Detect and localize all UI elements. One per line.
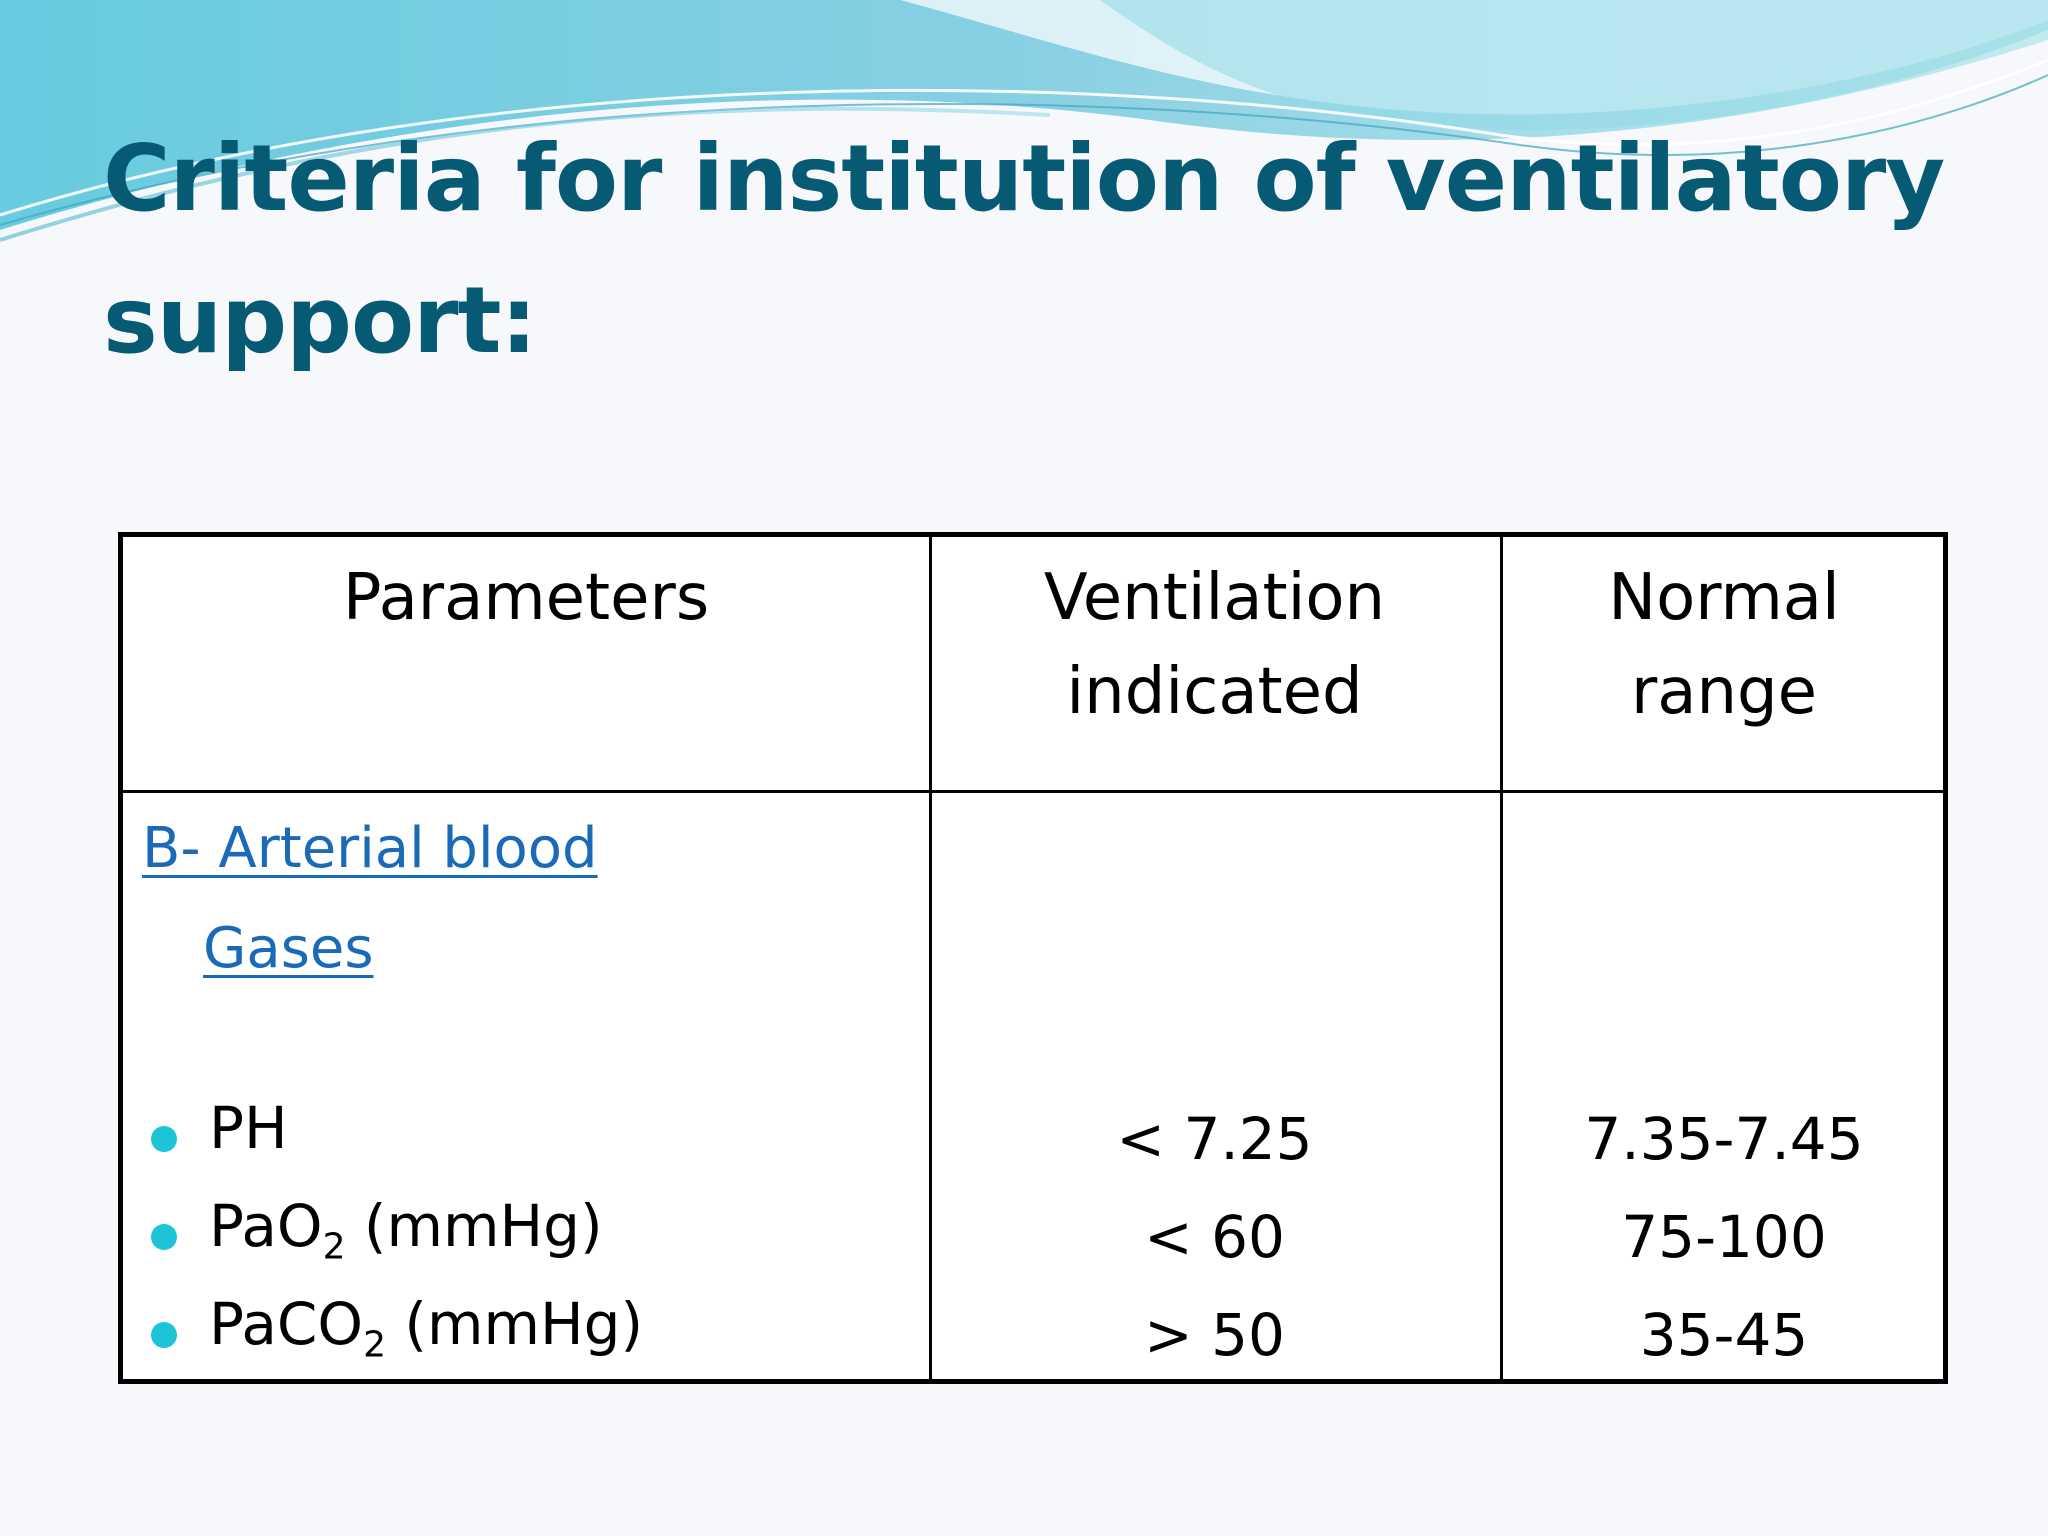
header-wave-decoration (0, 0, 2048, 242)
column-divider (929, 537, 932, 1379)
param-label: PaO2 (mmHg) (209, 1192, 603, 1268)
ph-indicated-value: < 7.25 (1116, 1105, 1313, 1173)
column-divider (1500, 537, 1503, 1379)
header-ventilation-line2: indicated (1066, 655, 1363, 729)
table-row: PH (151, 1091, 288, 1187)
paco2-indicated-value: > 50 (1144, 1301, 1285, 1369)
header-divider (123, 790, 1943, 793)
ph-normal-value: 7.35-7.45 (1584, 1105, 1864, 1173)
header-normal-line2: range (1630, 655, 1818, 729)
pao2-normal-value: 75-100 (1621, 1203, 1827, 1271)
header-parameters: Parameters (342, 561, 710, 635)
section-heading-line1[interactable]: B- Arterial blood (142, 816, 598, 881)
section-heading-line2[interactable]: Gases (203, 916, 374, 981)
param-label: PaCO2 (mmHg) (209, 1290, 644, 1366)
header-normal-line1: Normal (1608, 561, 1840, 635)
slide-title: Criteria for institution of ventilatory … (103, 125, 1945, 374)
criteria-table: Parameters Ventilation indicated Normal … (118, 532, 1948, 1384)
paco2-normal-value: 35-45 (1639, 1301, 1809, 1369)
param-label: PH (209, 1094, 288, 1163)
pao2-indicated-value: < 60 (1144, 1203, 1285, 1271)
header-ventilation-line1: Ventilation (1043, 561, 1386, 635)
bullet-icon (151, 1322, 177, 1348)
bullet-icon (151, 1224, 177, 1250)
bullet-icon (151, 1126, 177, 1152)
table-row: PaO2 (mmHg) (151, 1189, 603, 1285)
table-row: PaCO2 (mmHg) (151, 1287, 643, 1383)
